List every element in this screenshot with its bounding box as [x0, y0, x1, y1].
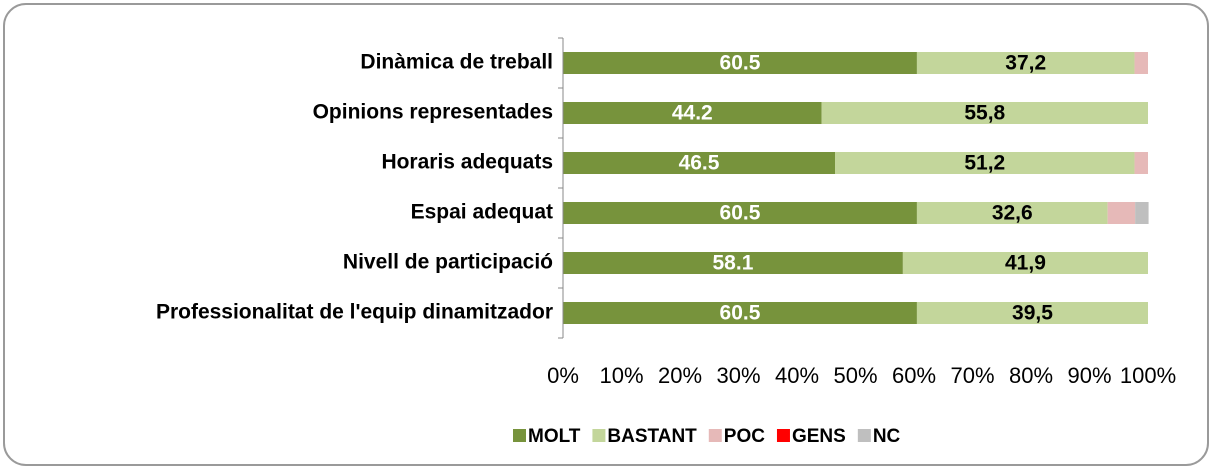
x-tick-label: 50%: [833, 363, 877, 388]
value-label: 41,9: [1005, 252, 1046, 275]
x-tick-label: 10%: [599, 363, 643, 388]
value-label: 60.5: [720, 302, 761, 325]
value-label: 51,2: [964, 152, 1005, 175]
bar-segment: [835, 152, 1135, 174]
bar-segment: [563, 302, 917, 324]
legend-swatch: [857, 429, 871, 442]
legend-label: POC: [724, 426, 765, 447]
category-label: Dinàmica de treball: [360, 51, 553, 74]
category-label: Nivell de participació: [343, 251, 553, 274]
x-tick-label: 90%: [1067, 363, 1111, 388]
bar-segment: [563, 202, 917, 224]
category-label: Espai adequat: [411, 201, 553, 224]
category-label: Opinions representades: [313, 101, 553, 124]
value-label: 60.5: [720, 202, 761, 225]
value-label: 60.5: [720, 52, 761, 75]
x-tick-label: 0%: [547, 363, 579, 388]
bar-segment: [1107, 202, 1136, 224]
legend-swatch: [513, 429, 526, 442]
bar-segment: [902, 252, 1148, 274]
legend-label: BASTANT: [607, 426, 697, 447]
x-tick-label: 40%: [775, 363, 819, 388]
x-tick-label: 70%: [950, 363, 994, 388]
legend-label: MOLT: [528, 426, 581, 447]
bar-segment: [821, 102, 1148, 124]
value-label: 58.1: [713, 252, 754, 275]
x-tick-label: 100%: [1120, 363, 1176, 388]
bar-segment: [1134, 52, 1148, 74]
bar-segment: [1135, 202, 1149, 224]
value-label: 44.2: [672, 102, 713, 125]
bar-segment: [563, 152, 836, 174]
x-tick-label: 60%: [892, 363, 936, 388]
bar-segment: [916, 52, 1135, 74]
bar-segment: [916, 302, 1148, 324]
bar-segment: [916, 202, 1108, 224]
x-tick-label: 20%: [658, 363, 702, 388]
value-label: 39,5: [1012, 302, 1053, 325]
bar-segment: [563, 102, 822, 124]
legend-swatch: [776, 429, 790, 442]
value-label: 37,2: [1005, 52, 1046, 75]
category-label: Professionalitat de l'equip dinamitzador: [156, 301, 553, 324]
value-label: 32,6: [992, 202, 1033, 225]
legend-label: GENS: [792, 426, 846, 447]
value-label: 46.5: [679, 152, 720, 175]
legend-swatch: [708, 429, 722, 442]
legend-swatch: [592, 429, 606, 442]
x-tick-label: 30%: [716, 363, 760, 388]
category-label: Horaris adequats: [381, 151, 553, 174]
bar-segment: [563, 52, 917, 74]
legend-label: NC: [873, 426, 901, 447]
bar-segment: [563, 252, 903, 274]
x-tick-label: 80%: [1009, 363, 1053, 388]
bar-segment: [1134, 152, 1148, 174]
value-label: 55,8: [964, 102, 1005, 125]
